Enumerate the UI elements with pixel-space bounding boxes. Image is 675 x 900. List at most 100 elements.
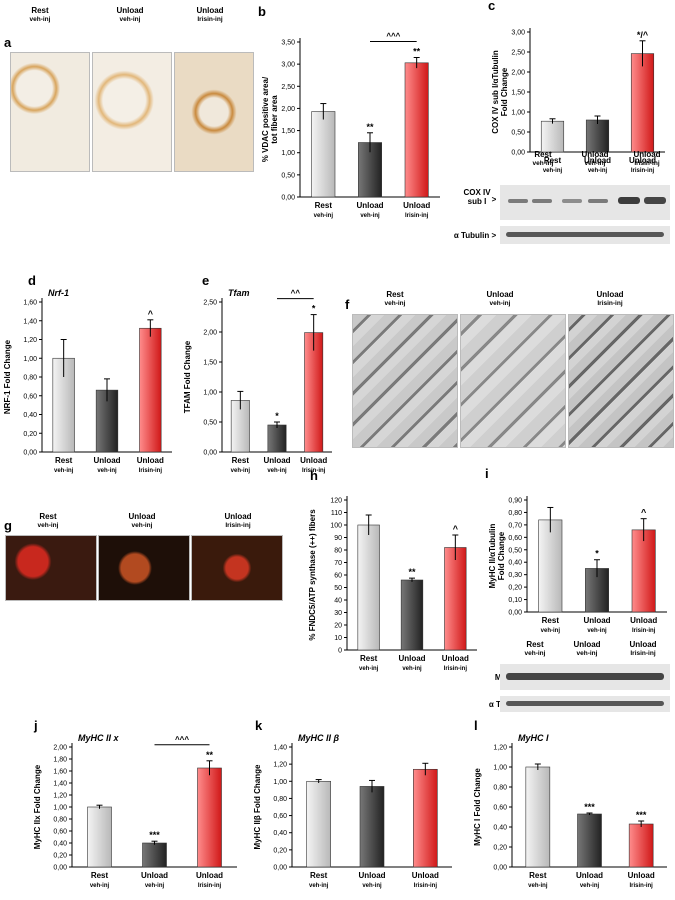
category-sublabel: veh-inj	[359, 666, 379, 672]
y-tick-label: 0,20	[23, 431, 37, 438]
panel-a-label-unload: Unload veh-inj	[116, 6, 144, 23]
category-label: Unload	[630, 616, 657, 625]
y-tick-label: 1,00	[203, 390, 217, 397]
chart-title: MyHC I	[518, 733, 549, 743]
micrograph-a-unload	[92, 52, 172, 172]
category-sublabel: Irisin-inj	[629, 883, 653, 889]
chart-e: 0,00 0,50 1,00 1,50 2,00 2,50 TFAM Fold Change…	[183, 288, 332, 474]
panel-g-label-rest: Rest veh-inj	[37, 512, 59, 529]
panel-f-label-unload: Unload veh-inj	[486, 290, 514, 307]
panel-c-blot-label-irisin: Unload Irisin-inj	[633, 150, 661, 167]
significance-mark: *	[275, 411, 279, 421]
y-tick-label: 110	[331, 510, 342, 517]
chart-b: 0,00 0,50 1,00 1,50 2,00 2,50 3,00 3,50 % VDAC p…	[261, 32, 440, 219]
category-label: Unload	[93, 456, 120, 465]
category-sublabel: veh-inj	[90, 883, 110, 889]
bar	[400, 579, 424, 651]
y-tick-label: 1,80	[53, 757, 67, 764]
category-label: Rest	[315, 201, 333, 210]
category-sublabel: veh-inj	[231, 468, 251, 474]
significance-mark: **	[366, 122, 374, 132]
y-tick-label: 0,00	[203, 450, 217, 457]
panel-letter-h: h	[310, 468, 318, 483]
category-label: Unload	[358, 871, 385, 880]
y-tick-label: 0,80	[273, 796, 287, 803]
y-tick-label: 50	[334, 585, 342, 592]
category-sublabel: Irisin-inj	[198, 883, 222, 889]
panel-c-blot-label-rest: Rest veh-inj	[532, 150, 554, 167]
y-tick-label: 0,20	[53, 853, 67, 860]
panel-letter-e: e	[202, 273, 210, 288]
category-sublabel: veh-inj	[588, 168, 608, 174]
bar	[142, 842, 167, 868]
y-tick-label: 0,00	[511, 150, 525, 157]
y-tick-label: 0,40	[493, 825, 507, 832]
significance-mark: ***	[584, 802, 595, 812]
category-label: Unload	[356, 201, 383, 210]
y-tick-label: 40	[334, 598, 342, 605]
category-label: Rest	[310, 871, 328, 880]
category-sublabel: Irisin-inj	[405, 213, 429, 219]
bar	[628, 823, 654, 868]
fluor-image-irisin	[191, 535, 283, 601]
category-label: Unload	[403, 201, 430, 210]
y-tick-label: 0,00	[493, 865, 507, 872]
y-tick-label: 70	[334, 560, 342, 567]
bar	[538, 519, 563, 613]
bar	[585, 119, 610, 153]
panel-letter-j: j	[34, 718, 38, 733]
fluor-image-unload	[98, 535, 190, 601]
panel-letter-g: g	[4, 518, 12, 533]
bar	[413, 768, 438, 868]
category-label: Unload	[576, 871, 603, 880]
y-tick-label: 0,50	[203, 420, 217, 427]
y-tick-label: 0,80	[508, 510, 522, 517]
y-tick-label: 1,20	[23, 337, 37, 344]
chart-d: 0,00 0,20 0,40 0,60 0,80 1,00 1,20 1,40 1,60 NRF-…	[3, 288, 172, 474]
y-tick-label: 1,00	[493, 765, 507, 772]
blot-arrow-cox: >	[491, 195, 497, 204]
y-tick-label: 1,50	[203, 360, 217, 367]
category-sublabel: Irisin-inj	[444, 666, 468, 672]
chart-c: 0,00 0,50 1,00 1,50 2,00 2,50 3,00 COX IV sub I…	[491, 28, 665, 174]
chart-title: Tfam	[228, 288, 250, 298]
bar	[359, 786, 385, 868]
panel-i-blot-label-rest: Rest veh-inj	[524, 640, 546, 657]
category-sublabel: veh-inj	[267, 468, 287, 474]
category-label: Rest	[360, 654, 378, 663]
category-sublabel: Irisin-inj	[302, 468, 326, 474]
bracket-mark: ^^^	[386, 32, 400, 41]
y-tick-label: 0,40	[53, 841, 67, 848]
y-tick-label: 0,60	[508, 535, 522, 542]
y-axis-label: % VDAC positive area/	[261, 76, 270, 162]
y-tick-label: 2,00	[203, 330, 217, 337]
y-tick-label: 0,50	[511, 130, 525, 137]
category-sublabel: Irisin-inj	[631, 168, 655, 174]
significance-mark: ^	[148, 309, 154, 319]
y-tick-label: 60	[334, 573, 342, 580]
y-tick-label: 2,50	[511, 50, 525, 57]
blot-tubulin-c	[500, 226, 670, 244]
y-tick-label: 2,50	[203, 300, 217, 307]
category-sublabel: veh-inj	[314, 213, 334, 219]
em-image-unload	[460, 314, 566, 448]
em-image-rest	[352, 314, 458, 448]
panel-letter-c: c	[488, 0, 496, 13]
category-sublabel: veh-inj	[402, 666, 422, 672]
category-label: Rest	[55, 456, 73, 465]
micrograph-a-rest	[10, 52, 90, 172]
y-tick-label: 0,50	[281, 172, 295, 179]
y-axis-label: MyHC IIβ Fold Change	[253, 764, 262, 849]
y-tick-label: 1,50	[281, 128, 295, 135]
fluor-image-rest	[5, 535, 97, 601]
micrograph-a-irisin	[174, 52, 254, 172]
blot-tubulin-i	[500, 696, 670, 712]
y-tick-label: 10	[334, 635, 342, 642]
category-label: Unload	[300, 456, 327, 465]
bar	[525, 766, 551, 868]
bar	[306, 780, 331, 868]
significance-mark: ***	[636, 810, 647, 820]
y-tick-label: 2,00	[281, 106, 295, 113]
category-label: Rest	[529, 871, 547, 880]
y-axis-label: MyHC IIx Fold Change	[33, 764, 42, 849]
